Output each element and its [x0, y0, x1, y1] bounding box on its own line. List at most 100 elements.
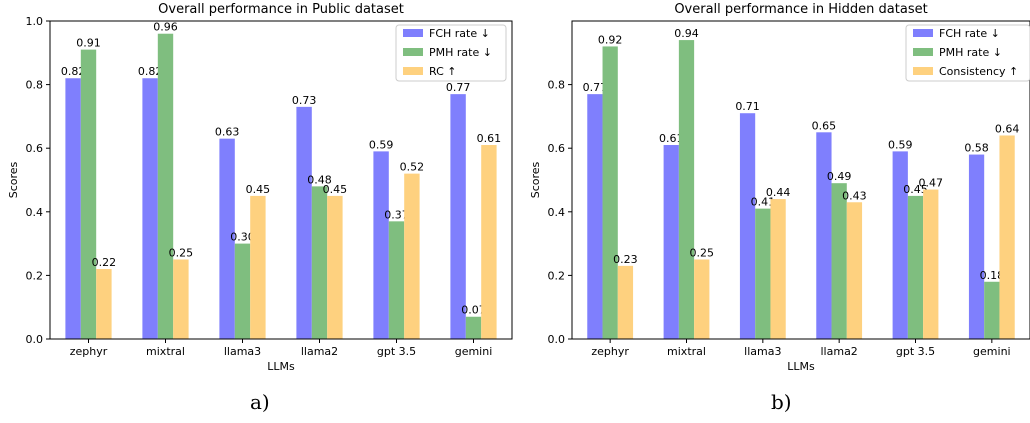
bar-gpt3.5-series1: [388, 221, 405, 339]
bar-gemini-series2: [481, 145, 497, 339]
x-tick-label: gpt 3.5: [377, 345, 416, 358]
legend-swatch: [403, 29, 423, 37]
data-label: 0.73: [292, 94, 317, 107]
bar-mixtral-series0: [663, 145, 679, 339]
bar-mixtral-series1: [157, 33, 174, 339]
data-label: 0.91: [76, 37, 101, 50]
legend-swatch: [913, 29, 933, 37]
x-tick-label: gemini: [455, 345, 493, 358]
data-label: 0.30: [230, 231, 255, 244]
bar-llama2-series2: [327, 195, 343, 339]
bar-gemini-series2: [999, 135, 1015, 339]
chart-title: Overall performance in Public dataset: [158, 2, 404, 17]
bar-llama3-series0: [739, 113, 756, 339]
data-label: 0.77: [446, 81, 471, 94]
bar-gpt3.5-series2: [404, 173, 420, 339]
data-label: 0.45: [246, 183, 271, 196]
legend-swatch: [403, 67, 423, 75]
data-label: 0.45: [903, 183, 928, 196]
legend-label: PMH rate ↓: [939, 46, 1002, 59]
bar-gemini-series1: [465, 316, 482, 339]
legend-label: FCH rate ↓: [939, 27, 1000, 40]
y-tick-label: 0.6: [548, 142, 566, 155]
legend-label: RC ↑: [429, 65, 457, 78]
bar-mixtral-series0: [142, 78, 158, 340]
data-label: 0.41: [751, 196, 776, 209]
data-label: 0.63: [215, 126, 240, 139]
bar-llama3-series2: [250, 195, 266, 339]
x-tick-label: llama2: [301, 345, 338, 358]
chart-panel-public: Overall performance in Public dataset 0.8…: [7, 2, 513, 373]
legend-swatch: [913, 48, 933, 56]
bar-zephyr-series0: [65, 78, 81, 340]
chart-title: Overall performance in Hidden dataset: [674, 2, 927, 17]
bar-llama2-series2: [846, 202, 863, 339]
legend: FCH rate ↓ PMH rate ↓ Consistency ↑: [905, 24, 1030, 82]
bar-zephyr-series2: [617, 265, 634, 339]
data-label: 0.23: [613, 253, 638, 266]
data-label: 0.22: [92, 256, 117, 269]
x-tick-label: gpt 3.5: [896, 345, 935, 358]
data-label: 0.25: [169, 247, 194, 260]
y-tick-label: 0.0: [548, 333, 566, 346]
bar-llama2-series0: [296, 106, 312, 339]
x-axis-label: LLMs: [787, 360, 815, 373]
data-label: 0.92: [598, 33, 623, 46]
bar-llama3-series1: [234, 243, 251, 339]
bar-llama3-series1: [755, 208, 771, 339]
bar-zephyr-series0: [587, 94, 603, 339]
x-tick-label: llama3: [224, 345, 261, 358]
bar-gpt3.5-series0: [892, 151, 908, 339]
data-label: 0.18: [980, 269, 1005, 282]
data-label: 0.82: [61, 65, 86, 78]
y-tick-label: 0.6: [26, 142, 44, 155]
panel-label-b: b): [771, 390, 792, 414]
y-tick-label: 1.0: [26, 15, 44, 28]
y-tick-label: 0.4: [26, 206, 44, 219]
bar-gpt3.5-series1: [907, 195, 924, 339]
y-axis-label: Scores: [7, 161, 20, 198]
data-label: 0.07: [461, 304, 486, 317]
bar-zephyr-series1: [80, 49, 97, 340]
plot-frame: [571, 20, 1030, 340]
data-label: 0.77: [583, 81, 608, 94]
data-label: 0.59: [888, 138, 913, 151]
data-label: 0.52: [400, 161, 425, 174]
bar-llama2-series1: [831, 183, 847, 339]
bar-llama2-series1: [311, 186, 328, 339]
bar-mixtral-series2: [694, 259, 710, 339]
bar-mixtral-series1: [678, 40, 695, 339]
x-tick-label: llama2: [821, 345, 858, 358]
bar-zephyr-series2: [96, 269, 112, 339]
data-label: 0.43: [842, 189, 867, 202]
bar-gemini-series0: [968, 154, 985, 339]
plot-frame: [49, 20, 513, 340]
legend-box: [905, 24, 1030, 82]
data-label: 0.96: [153, 21, 178, 34]
bar-gemini-series1: [984, 281, 1000, 339]
data-label: 0.48: [307, 173, 332, 186]
bar-llama2-series0: [816, 132, 832, 339]
data-label: 0.49: [827, 170, 852, 183]
y-tick-label: 0.0: [26, 333, 44, 346]
bar-gpt3.5-series0: [373, 151, 389, 339]
y-tick-label: 0.8: [26, 79, 44, 92]
chart-panel-hidden: Overall performance in Hidden dataset 0.7…: [529, 2, 1030, 373]
data-label: 0.65: [812, 119, 837, 132]
data-label: 0.61: [659, 132, 684, 145]
panel-label-a: a): [250, 390, 270, 414]
legend-box: [395, 24, 507, 82]
x-tick-label: llama3: [744, 345, 781, 358]
legend-swatch: [913, 67, 933, 75]
bar-llama3-series0: [219, 138, 235, 339]
legend-label: Consistency ↑: [939, 65, 1018, 78]
bar-zephyr-series1: [602, 46, 618, 339]
x-tick-label: gemini: [973, 345, 1011, 358]
y-axis-label: Scores: [529, 161, 542, 198]
bar-mixtral-series2: [173, 259, 189, 339]
x-tick-label: mixtral: [146, 345, 185, 358]
legend-label: FCH rate ↓: [429, 27, 490, 40]
data-label: 0.58: [964, 142, 989, 155]
